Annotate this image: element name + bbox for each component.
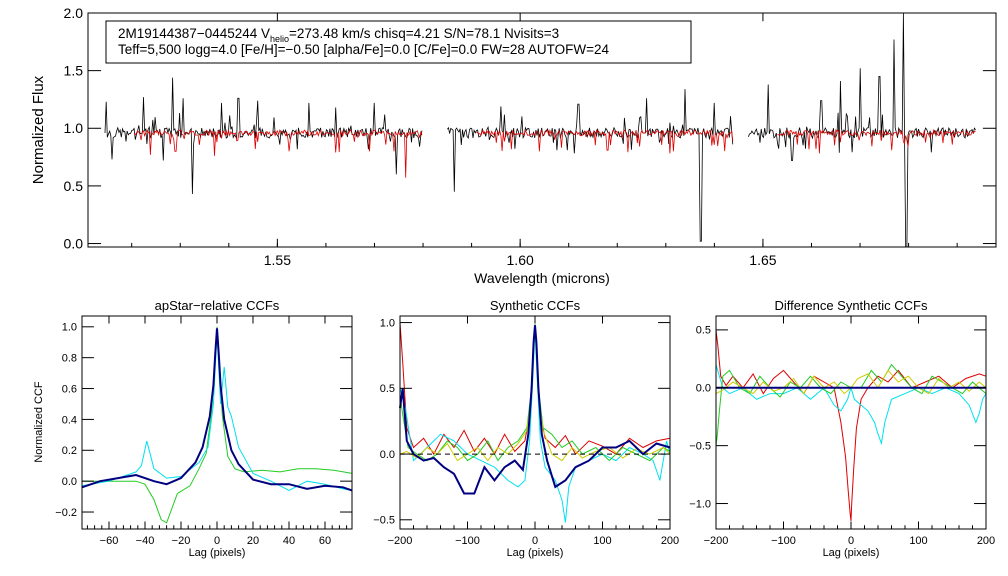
apstar-ylabel: Normalized CCF: [33, 381, 45, 463]
spectrum-xlabel: Wavelength (microns): [474, 270, 610, 286]
apstar-xtick-label: −60: [100, 535, 119, 547]
spectrum-xtick-label: 1.65: [749, 252, 776, 268]
synthetic-series-navy: [399, 325, 671, 495]
apstar-series-navy: [81, 328, 353, 492]
difference-ytick-label: 0.0: [696, 383, 711, 395]
apstar-xtick-label: 60: [319, 535, 331, 547]
difference-series-red: [715, 329, 987, 521]
apstar-ccf-panel: −60 −40 −20 0 20 40 60 −0.2 0.0 0.2 0.4 0.6 0.8 1.0 a…: [33, 298, 353, 559]
info-line-1: 2M19144387−0445244 Vhelio=273.48 km/s ch…: [118, 26, 559, 44]
difference-title: Difference Synthetic CCFs: [775, 298, 928, 313]
apstar-title: apStar−relative CCFs: [155, 298, 280, 313]
apstar-ytick-label: 0.4: [62, 414, 77, 426]
spectrum-info-box: [105, 20, 692, 64]
spectrum-ytick-label: 0.5: [64, 178, 84, 194]
apstar-xtick-label: −20: [172, 535, 191, 547]
difference-xtick-label: 200: [977, 535, 995, 547]
synthetic-frame: [399, 315, 671, 530]
apstar-xtick-label: −40: [136, 535, 155, 547]
difference-frame: [715, 315, 987, 530]
apstar-xtick-label: 0: [214, 535, 220, 547]
synthetic-ytick-label: 0.0: [380, 449, 395, 461]
synthetic-title: Synthetic CCFs: [490, 298, 581, 313]
difference-series-cyan: [715, 364, 987, 446]
apstar-axes: −60 −40 −20 0 20 40 60 −0.2 0.0 0.2 0.4 0.6 0.8 1.0: [55, 316, 352, 547]
spectrum-frame: [87, 12, 997, 248]
difference-ytick-label: 0.5: [696, 325, 711, 337]
difference-axes: −200 −100 0 100 200 −1.0 −0.5 0.0 0.5: [689, 316, 995, 547]
difference-series-green: [715, 363, 987, 446]
difference-xtick-label: −200: [704, 535, 729, 547]
spectrum-series-model: [777, 128, 976, 154]
apstar-xtick-label: 20: [247, 535, 259, 547]
difference-ccf-panel: −200 −100 0 100 200 −1.0 −0.5 0.0 0.5 Difference…: [689, 298, 995, 559]
synthetic-xtick-label: 100: [593, 535, 611, 547]
synthetic-ccf-panel: −200 −100 0 100 200 −0.5 0.0 0.5 1.0 Synthetic C…: [373, 298, 679, 559]
apstar-frame: [81, 315, 353, 530]
spectrum-series-observed: [748, 12, 976, 248]
spectrum-ytick-label: 1.5: [64, 63, 84, 79]
spectrum-ytick-label: 1.0: [64, 120, 84, 136]
difference-series: [715, 329, 987, 521]
difference-xlabel: Lag (pixels): [823, 547, 880, 559]
apstar-ytick-label: 1.0: [62, 322, 77, 334]
spectrum-series: [104, 12, 976, 248]
synthetic-xtick-label: −100: [455, 535, 480, 547]
difference-xtick-label: −100: [771, 535, 796, 547]
spectrum-axes: 1.55 1.60 1.65 0.0 0.5 1.0 1.5 2.0: [64, 5, 996, 268]
apstar-series-cyan: [81, 332, 353, 491]
difference-ytick-label: −0.5: [689, 441, 711, 453]
synthetic-xtick-label: 200: [661, 535, 679, 547]
spectrum-series-observed: [104, 77, 423, 195]
difference-xtick-label: 100: [909, 535, 927, 547]
apstar-ytick-label: 0.0: [62, 476, 77, 488]
synthetic-ytick-label: 1.0: [380, 317, 395, 329]
spectrum-series-observed: [446, 89, 734, 242]
spectrum-ytick-label: 0.0: [64, 235, 84, 251]
spectrum-xtick-label: 1.55: [264, 252, 291, 268]
synthetic-ytick-label: 0.5: [380, 383, 395, 395]
spectrum-ylabel: Normalized Flux: [30, 75, 47, 184]
apstar-series-green: [82, 326, 353, 524]
apstar-ytick-label: 0.2: [62, 445, 77, 457]
synthetic-xlabel: Lag (pixels): [507, 547, 564, 559]
apstar-series: [81, 326, 353, 524]
apstar-xlabel: Lag (pixels): [189, 547, 246, 559]
info-line-2: Teff=5,500 logg=4.0 [Fe/H]=−0.50 [alpha/…: [118, 42, 610, 57]
spectrum-ytick-label: 2.0: [64, 5, 84, 21]
apstar-ytick-label: 0.8: [62, 353, 77, 365]
apstar-ytick-label: −0.2: [55, 507, 77, 519]
synthetic-axes: −200 −100 0 100 200 −0.5 0.0 0.5 1.0: [373, 316, 679, 547]
difference-xtick-label: 0: [848, 535, 854, 547]
spectrum-xtick-label: 1.60: [507, 252, 534, 268]
spectrum-series-model: [476, 128, 734, 154]
synthetic-ytick-label: −0.5: [373, 515, 395, 527]
synthetic-xtick-label: −200: [388, 535, 413, 547]
difference-ytick-label: −1.0: [689, 498, 711, 510]
spectrum-panel: 1.55 1.60 1.65 0.0 0.5 1.0 1.5 2.0 2M19144387−0…: [30, 5, 997, 286]
synthetic-series-cyan: [399, 327, 671, 523]
spectrum-series-model: [133, 129, 423, 178]
apstar-xtick-label: 40: [283, 535, 295, 547]
synthetic-xtick-label: 0: [532, 535, 538, 547]
synthetic-series: [399, 322, 671, 523]
apstar-ytick-label: 0.6: [62, 383, 77, 395]
